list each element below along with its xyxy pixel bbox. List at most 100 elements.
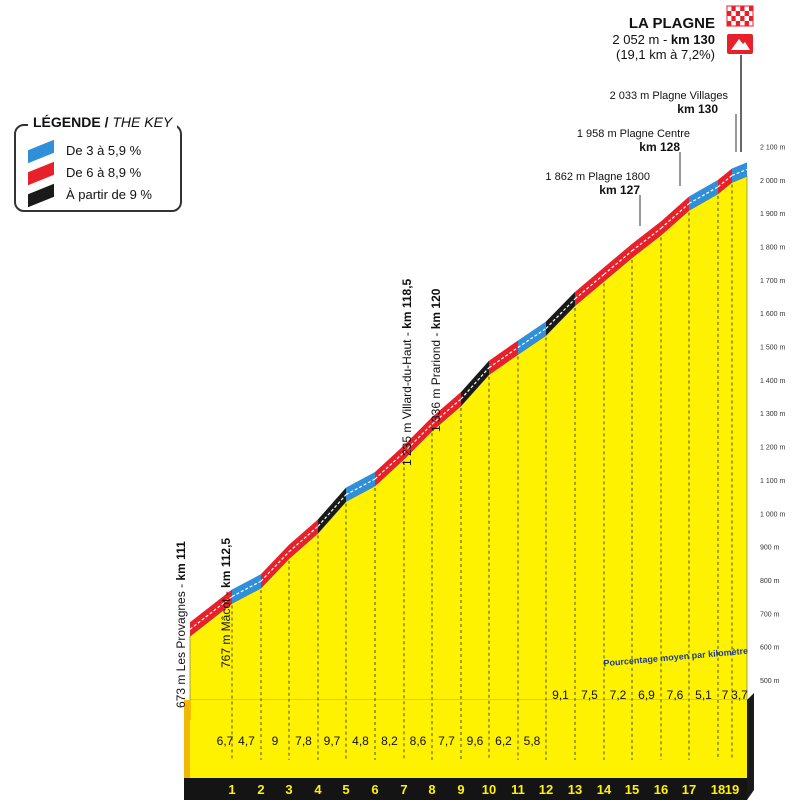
road-center-line xyxy=(517,328,547,348)
road-segment xyxy=(632,221,661,258)
road-center-line xyxy=(574,273,605,300)
landmark-label: 1 958 m Plagne Centre xyxy=(577,128,690,140)
legend: LÉGENDE / THE KEY De 3 à 5,9 % De 6 à 8,… xyxy=(14,114,184,214)
road-segment xyxy=(718,168,732,194)
km-number: 18 xyxy=(711,782,725,797)
y-tick-label: 1 000 m xyxy=(760,511,785,518)
landmark-label: 767 m Mâcot - km 112,5 xyxy=(219,538,233,668)
km-number: 10 xyxy=(482,782,496,797)
road-center-line xyxy=(631,227,662,252)
landmark-km: km 130 xyxy=(677,102,718,116)
road-center-line xyxy=(660,203,690,229)
finish-flag-icon xyxy=(726,5,754,27)
y-tick-label: 1 700 m xyxy=(760,278,785,285)
y-tick-label: 1 200 m xyxy=(760,445,785,452)
gradient-label: 5,1 xyxy=(695,688,712,702)
legend-item-steep: De 6 à 8,9 % xyxy=(28,161,178,186)
km-number: 15 xyxy=(625,782,639,797)
road-center-line xyxy=(189,596,233,630)
landmark-label: 2 033 m Plagne Villages xyxy=(610,90,729,102)
y-tick-label: 1 800 m xyxy=(760,244,785,251)
legend-swatch-blue xyxy=(28,139,54,164)
km-number: 2 xyxy=(257,782,264,797)
legend-item-moderate: De 3 à 5,9 % xyxy=(28,139,178,164)
road-segment xyxy=(404,417,432,460)
legend-label: De 3 à 5,9 % xyxy=(66,143,142,158)
y-tick-label: 2 000 m xyxy=(760,178,785,185)
km-number: 5 xyxy=(342,782,349,797)
km-strip xyxy=(184,778,747,800)
km-number: 4 xyxy=(314,782,322,797)
km-number: 3 xyxy=(285,782,292,797)
y-tick-label: 1 100 m xyxy=(760,478,785,485)
gradient-label: 9,7 xyxy=(324,734,341,748)
road-center-line xyxy=(345,478,376,496)
summit-finish-icon xyxy=(727,34,753,54)
gradient-label: 4,7 xyxy=(238,734,255,748)
profile-area xyxy=(189,175,748,701)
gradient-label: 7,2 xyxy=(610,688,627,702)
gradient-label: 6,7 xyxy=(217,734,234,748)
y-tick-label: 500 m xyxy=(760,678,780,685)
landmark-km: km 128 xyxy=(639,140,680,154)
legend-label: De 6 à 8,9 % xyxy=(66,165,142,180)
road-center-line xyxy=(431,398,462,425)
road-segment xyxy=(732,162,747,183)
summit-altitude: 2 052 m - km 130 xyxy=(612,32,715,47)
y-tick-label: 600 m xyxy=(760,645,780,652)
road-segment xyxy=(575,267,604,306)
gradient-label: 6,9 xyxy=(638,688,655,702)
gradient-label: 8,6 xyxy=(410,734,427,748)
y-tick-label: 1 300 m xyxy=(760,411,785,418)
km-number: 14 xyxy=(597,782,612,797)
y-tick-label: 1 500 m xyxy=(760,345,785,352)
profile-right-side xyxy=(747,693,754,800)
gradient-label: 9,6 xyxy=(467,734,484,748)
gradient-label: 4,8 xyxy=(352,734,369,748)
gradient-label: 7,7 xyxy=(438,734,455,748)
gradient-label: 7,5 xyxy=(581,688,598,702)
km-number: 17 xyxy=(682,782,696,797)
gradient-label: 3,7 xyxy=(731,688,748,702)
y-tick-label: 2 100 m xyxy=(760,144,785,151)
km-number: 8 xyxy=(428,782,435,797)
gradient-label: 5,8 xyxy=(524,734,541,748)
km-number: 16 xyxy=(654,782,668,797)
legend-swatch-black xyxy=(28,183,54,208)
km-number: 11 xyxy=(511,782,525,797)
gradient-label: 6,2 xyxy=(495,734,512,748)
landmark-label: 1 336 m Prariond - km 120 xyxy=(429,288,443,432)
road-segment xyxy=(432,392,461,432)
y-tick-label: 800 m xyxy=(760,578,780,585)
landmark-km: km 127 xyxy=(599,183,640,197)
road-center-line xyxy=(317,494,347,527)
km-number: 12 xyxy=(539,782,553,797)
landmark-label: 1 235 m Villard-du-Haut - km 118,5 xyxy=(400,278,414,466)
road-center-line xyxy=(545,298,576,329)
road-center-line xyxy=(260,551,290,582)
km-number: 1 xyxy=(228,782,235,797)
road-center-line xyxy=(488,346,519,369)
y-tick-label: 1 900 m xyxy=(760,211,785,218)
road-center-line xyxy=(731,168,748,177)
summit-climb-info: (19,1 km à 7,2%) xyxy=(616,47,715,62)
gradient-label: 7 xyxy=(722,688,729,702)
road-center-line xyxy=(374,451,405,480)
gradient-label: 8,2 xyxy=(381,734,398,748)
road-segment xyxy=(661,196,689,236)
legend-swatch-red xyxy=(28,161,54,186)
road-segment xyxy=(289,519,318,559)
road-center-line xyxy=(288,525,319,553)
road-center-line xyxy=(460,367,490,400)
km-number: 7 xyxy=(400,782,407,797)
road-center-line xyxy=(717,174,733,188)
landmark-label: 673 m Les Provagnes - km 111 xyxy=(174,541,188,708)
km-number: 19 xyxy=(725,782,739,797)
road-center-line xyxy=(403,423,433,453)
gradient-label: 7,8 xyxy=(295,734,312,748)
y-tick-label: 900 m xyxy=(760,545,780,552)
y-tick-label: 700 m xyxy=(760,611,780,618)
km-number: 9 xyxy=(457,782,464,797)
road-center-line xyxy=(231,580,262,598)
